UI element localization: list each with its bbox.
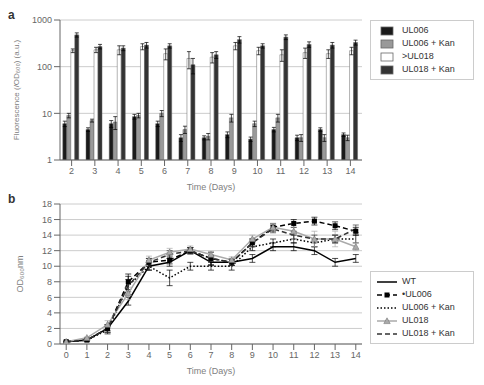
svg-text:2: 2 <box>69 166 74 176</box>
html-text:UL006 + Kan: UL006 + Kan <box>402 302 455 312</box>
svg-text:10: 10 <box>42 261 52 271</box>
svg-text:14: 14 <box>345 166 355 176</box>
svg-text:3: 3 <box>126 350 131 360</box>
svg-text:11: 11 <box>276 166 285 176</box>
html-text:>UL018: >UL018 <box>402 51 434 61</box>
svg-text:1: 1 <box>84 350 89 360</box>
html-text:a: a <box>8 8 15 22</box>
svg-text:1000: 1000 <box>32 15 52 25</box>
svg-text:13: 13 <box>322 166 332 176</box>
svg-text:2: 2 <box>47 324 52 334</box>
svg-text:10: 10 <box>252 166 262 176</box>
html-text:UL018 + Kan: UL018 + Kan <box>402 328 455 338</box>
svg-text:7: 7 <box>208 350 213 360</box>
svg-text:Fluorescence (/OD₆₀₀) (a.u.): Fluorescence (/OD₆₀₀) (a.u.) <box>12 39 21 140</box>
svg-text:5: 5 <box>167 350 172 360</box>
svg-text:100: 100 <box>37 62 52 72</box>
svg-text:0: 0 <box>47 339 52 349</box>
svg-text:16: 16 <box>42 215 52 225</box>
svg-text:12: 12 <box>42 246 52 256</box>
svg-text:5: 5 <box>139 166 144 176</box>
html-text:WT: WT <box>402 276 416 286</box>
svg-text:4: 4 <box>146 350 151 360</box>
svg-text:6: 6 <box>188 350 193 360</box>
svg-text:8: 8 <box>208 166 213 176</box>
svg-text:0: 0 <box>64 350 69 360</box>
svg-text:10: 10 <box>42 109 52 119</box>
html-text:b: b <box>8 192 16 206</box>
svg-text:4: 4 <box>116 166 121 176</box>
svg-text:6: 6 <box>47 293 52 303</box>
html-text:UL006 + Kan: UL006 + Kan <box>402 38 455 48</box>
svg-text:2: 2 <box>105 350 110 360</box>
svg-text:9: 9 <box>232 166 237 176</box>
svg-text:6: 6 <box>162 166 167 176</box>
svg-text:OD₆₀₀nm: OD₆₀₀nm <box>15 255 25 292</box>
svg-text:10: 10 <box>268 350 278 360</box>
svg-text:12: 12 <box>299 166 309 176</box>
svg-text:14: 14 <box>42 230 52 240</box>
svg-text:1: 1 <box>47 155 52 165</box>
svg-text:7: 7 <box>185 166 190 176</box>
html-text:UL006: UL006 <box>402 25 429 35</box>
svg-text:4: 4 <box>47 308 52 318</box>
svg-text:8: 8 <box>229 350 234 360</box>
svg-text:9: 9 <box>250 350 255 360</box>
svg-text:8: 8 <box>47 277 52 287</box>
html-text:•UL006: •UL006 <box>402 289 432 299</box>
html-text:UL018 + Kan: UL018 + Kan <box>402 64 455 74</box>
svg-text:Time (Days): Time (Days) <box>187 366 236 376</box>
html-text:UL018: UL018 <box>402 315 429 325</box>
svg-text:13: 13 <box>330 350 340 360</box>
svg-text:18: 18 <box>42 199 52 209</box>
svg-text:14: 14 <box>351 350 361 360</box>
svg-text:11: 11 <box>289 350 298 360</box>
svg-text:12: 12 <box>309 350 319 360</box>
svg-text:Time (Days): Time (Days) <box>187 182 236 192</box>
svg-text:3: 3 <box>92 166 97 176</box>
